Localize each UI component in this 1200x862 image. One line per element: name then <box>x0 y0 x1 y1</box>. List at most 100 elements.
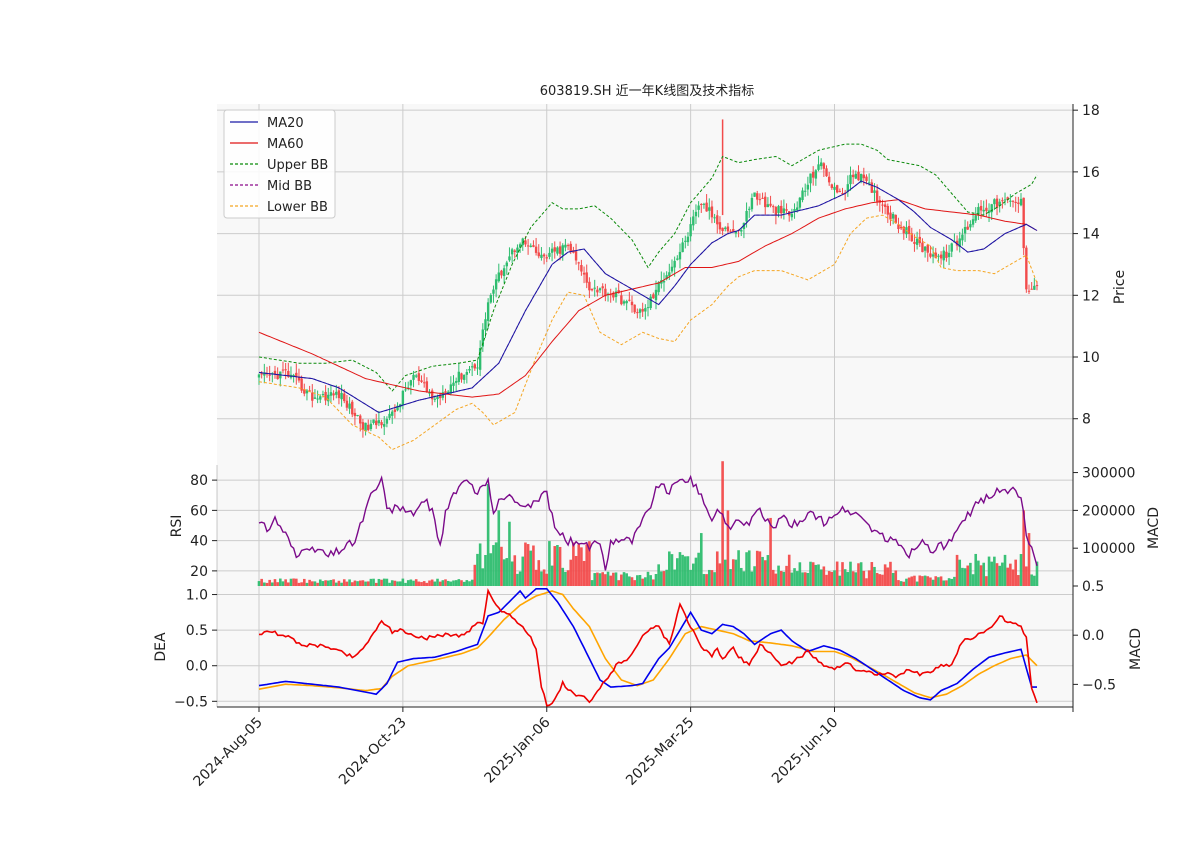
candle-body <box>367 424 370 431</box>
volume-bar <box>409 579 413 586</box>
candle-body <box>811 171 815 178</box>
volume-bar <box>652 579 655 586</box>
volume-bar <box>849 561 852 586</box>
volume-bar <box>566 570 570 586</box>
volume-bar <box>628 576 631 586</box>
candle-body <box>303 389 306 394</box>
volume-bar <box>436 578 439 586</box>
macd-line <box>259 588 1038 707</box>
candle-body <box>726 226 730 232</box>
candle-body <box>945 251 948 258</box>
volume-bar <box>537 560 541 586</box>
candle-body <box>556 247 559 254</box>
candle-body <box>601 286 604 289</box>
candle-body <box>689 224 692 237</box>
dif-line <box>258 588 1037 701</box>
volume-bar <box>350 582 354 586</box>
dea-tick-label: 0.0 <box>186 659 208 675</box>
candle-body <box>718 222 722 230</box>
volume-bar <box>710 570 714 586</box>
volume-bar <box>1025 566 1028 586</box>
candle-body <box>721 227 724 232</box>
volume-bar <box>529 550 533 586</box>
candle-body <box>548 252 551 257</box>
x-tick-label: 2025-Mar-25 <box>623 715 697 789</box>
candle-body <box>526 245 530 247</box>
candle-body <box>977 207 980 215</box>
candle-body <box>478 348 482 370</box>
candle-body <box>849 174 852 185</box>
x-tick-label: 2024-Aug-05 <box>190 715 265 790</box>
candle-body <box>404 389 407 391</box>
volume-bar <box>686 556 690 586</box>
candle-body <box>966 226 969 230</box>
candle-body <box>462 374 466 380</box>
volume-bar <box>284 579 287 586</box>
volume-bar <box>279 578 282 586</box>
volume-bar <box>806 572 810 586</box>
volume-bar <box>428 580 431 586</box>
volume-bar <box>633 580 636 586</box>
candle-body <box>865 176 868 181</box>
volume-bar <box>905 578 908 586</box>
volume-bar <box>705 574 708 586</box>
candle-body <box>1019 198 1023 206</box>
volume-bar <box>803 572 807 586</box>
volume-bar <box>814 564 818 586</box>
candle-body <box>827 176 831 183</box>
legend-box <box>223 109 336 219</box>
volume-bar <box>324 580 327 586</box>
candle-body <box>902 226 905 234</box>
volume-bar <box>329 579 333 586</box>
volume-bar <box>785 565 788 586</box>
volume-bar <box>590 580 594 586</box>
candle-body <box>676 258 679 260</box>
candle-body <box>561 245 564 255</box>
candle-body <box>297 377 301 381</box>
candle-body <box>492 289 495 294</box>
volume-bar <box>358 580 362 586</box>
candle-body <box>670 266 674 272</box>
candle-body <box>819 162 823 167</box>
volume-bar <box>361 580 365 586</box>
price-tick-label: 14 <box>1082 227 1100 243</box>
candle-body <box>873 190 876 193</box>
volume-bar <box>955 554 959 586</box>
volume-bar <box>494 542 498 586</box>
volume-bar <box>377 578 381 586</box>
volume-bar <box>953 576 956 586</box>
volume-bar <box>673 569 676 586</box>
candle-body <box>465 372 469 375</box>
volume-bar <box>934 576 938 586</box>
volume-bar <box>457 579 461 586</box>
candle-body <box>931 254 935 257</box>
volume-bar <box>305 582 309 586</box>
volume-bar <box>915 581 919 586</box>
candle-body <box>867 182 871 184</box>
volume-bar <box>353 580 357 586</box>
lower-bb-line <box>258 214 1038 451</box>
candle-body <box>287 370 290 377</box>
volume-bar <box>444 579 447 586</box>
candle-body <box>593 287 596 289</box>
candle-body <box>260 372 263 375</box>
candle-body <box>785 209 788 211</box>
candle-body <box>998 201 1001 206</box>
candle-body <box>817 164 820 170</box>
volume-bar <box>923 575 927 586</box>
volume-bar <box>755 550 759 586</box>
volume-bar <box>540 571 543 586</box>
volume-bar <box>699 533 703 586</box>
volume-bar <box>782 571 786 586</box>
volume-bar <box>811 562 815 586</box>
volume-bar <box>295 578 298 586</box>
volume-bar <box>281 581 285 586</box>
candle-body <box>769 203 772 206</box>
candle-body <box>532 245 535 247</box>
candle-body <box>521 238 524 246</box>
candle-body <box>724 227 727 229</box>
dea-tick-label: 0.5 <box>186 623 208 639</box>
volume-bar <box>798 562 802 586</box>
volume-bar <box>287 582 290 586</box>
volume-bar <box>995 563 999 586</box>
